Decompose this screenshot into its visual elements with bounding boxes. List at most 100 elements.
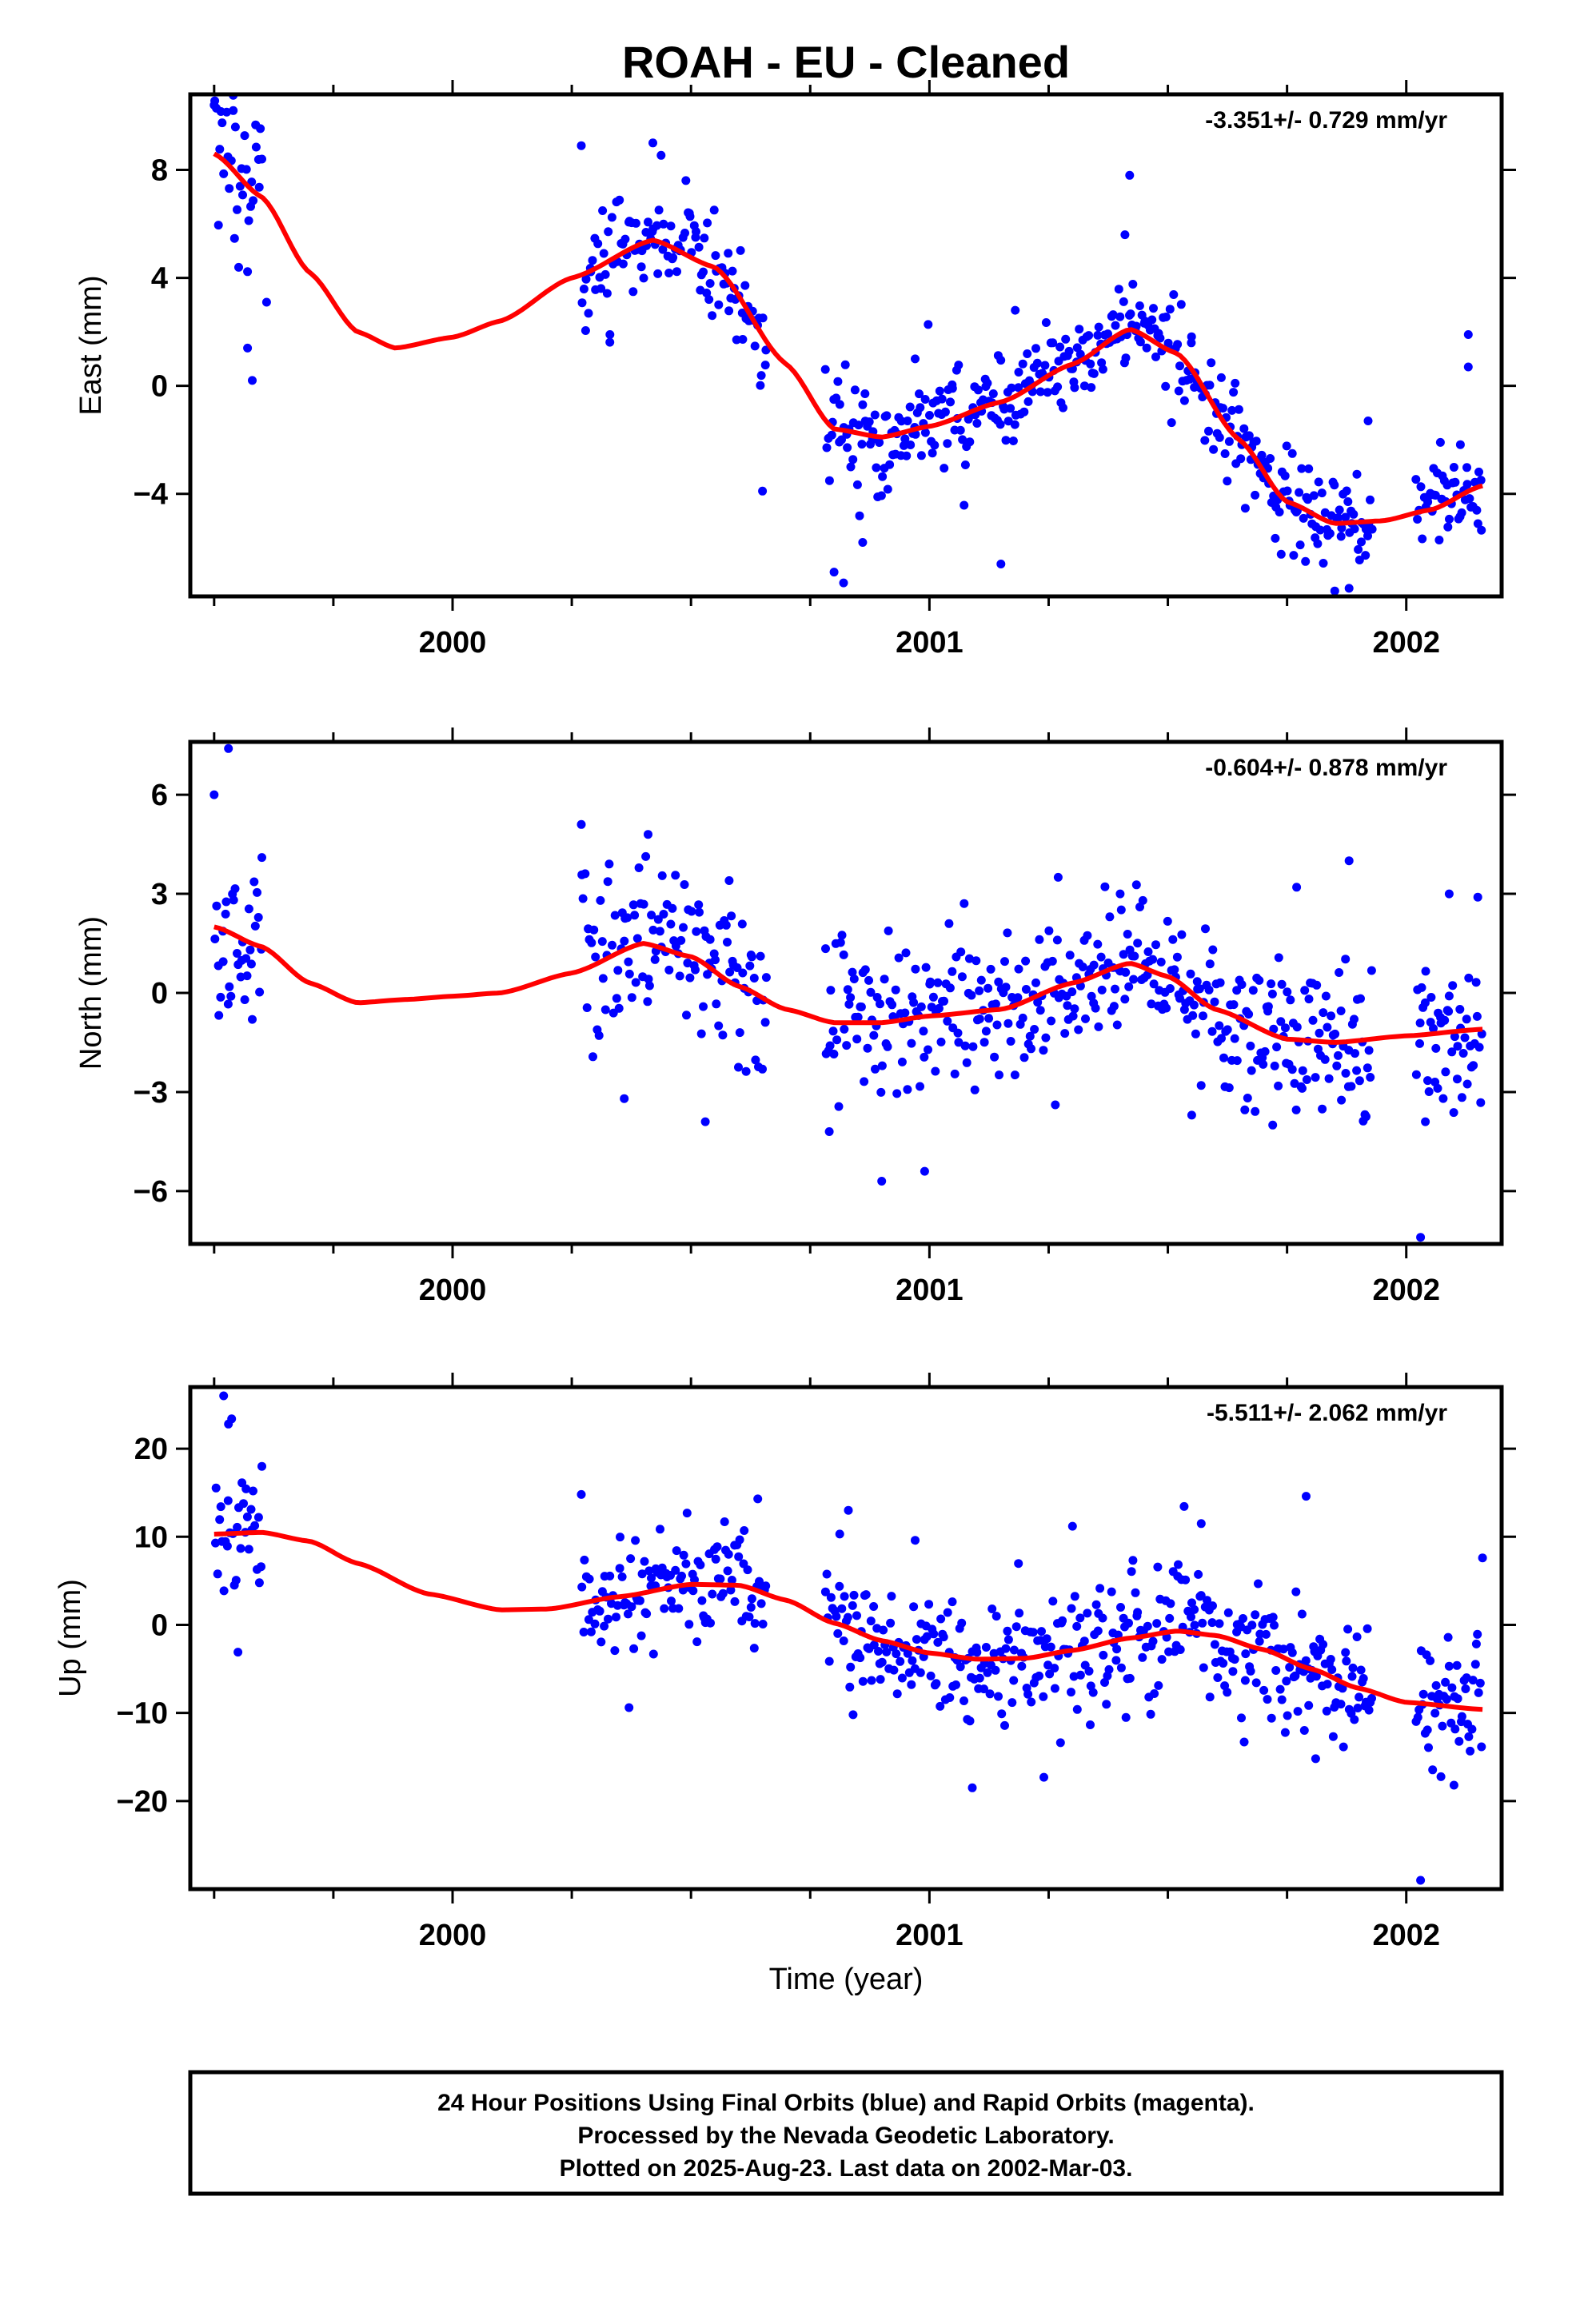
up-data-point <box>1035 1671 1043 1680</box>
north-data-point <box>940 996 948 1006</box>
north-data-point <box>1168 935 1178 944</box>
north-data-point <box>745 961 755 971</box>
up-data-point <box>674 1604 684 1613</box>
up-data-point <box>1011 1622 1021 1632</box>
north-data-point <box>981 1026 991 1036</box>
north-data-point <box>737 919 747 929</box>
north-data-point <box>1464 973 1474 983</box>
up-data-point <box>723 1566 732 1576</box>
up-data-point <box>1428 1765 1438 1775</box>
east-data-point <box>599 249 608 258</box>
up-data-point <box>720 1517 729 1526</box>
east-data-point <box>1185 374 1195 384</box>
east-data-point <box>935 386 944 396</box>
east-data-point <box>229 233 239 243</box>
east-data-point <box>1342 486 1351 496</box>
north-data-point <box>1423 1076 1432 1086</box>
east-data-point <box>1006 404 1015 413</box>
up-data-point <box>747 1594 756 1604</box>
up-data-point <box>1457 1712 1466 1721</box>
up-data-point <box>1190 1620 1199 1630</box>
east-data-point <box>1313 539 1323 548</box>
up-data-point <box>1436 1772 1446 1781</box>
up-data-point <box>968 1783 977 1792</box>
up-data-point <box>1067 1604 1076 1613</box>
up-data-point <box>1045 1669 1055 1679</box>
up-data-point <box>1461 1684 1470 1693</box>
north-data-point <box>976 975 986 985</box>
east-data-point <box>1003 417 1013 426</box>
east-data-point <box>1007 383 1016 393</box>
up-data-point <box>1046 1642 1055 1652</box>
up-data-point <box>1196 1591 1206 1600</box>
up-data-point <box>696 1561 705 1569</box>
east-data-point <box>973 385 983 395</box>
north-data-point <box>1315 1028 1324 1038</box>
up-data-point <box>706 1618 715 1628</box>
up-data-point <box>1003 1635 1013 1644</box>
east-y-tick-label: 8 <box>151 154 168 188</box>
east-data-point <box>1176 300 1186 309</box>
north-x-tick-label: 2000 <box>419 1274 487 1307</box>
up-data-point <box>1196 1519 1206 1529</box>
up-data-point <box>1009 1645 1019 1655</box>
north-data-point <box>934 1003 944 1013</box>
east-data-point <box>1059 403 1067 413</box>
north-data-point <box>1311 1073 1320 1082</box>
east-data-point <box>1315 525 1325 535</box>
north-data-point <box>1433 1083 1442 1093</box>
east-data-point <box>850 385 860 395</box>
up-data-point <box>1475 1678 1485 1688</box>
up-y-tick-label: 20 <box>134 1433 168 1466</box>
up-data-point <box>991 1612 1001 1621</box>
north-data-point <box>1133 939 1143 948</box>
up-data-point <box>1152 1619 1162 1628</box>
north-data-point <box>1270 1061 1279 1070</box>
up-data-point <box>1075 1670 1085 1680</box>
north-data-point <box>589 925 599 935</box>
up-data-point <box>1447 1683 1457 1692</box>
north-data-point <box>248 1015 257 1024</box>
east-data-point <box>628 287 638 297</box>
up-data-point <box>734 1552 744 1561</box>
north-data-point <box>1351 1049 1359 1058</box>
north-data-point <box>1078 963 1087 971</box>
north-data-point <box>1162 1003 1171 1013</box>
up-data-point <box>1246 1666 1255 1676</box>
east-fit-line <box>213 151 1483 526</box>
up-data-point <box>596 1637 606 1647</box>
up-data-point <box>1247 1620 1257 1630</box>
up-data-point <box>1203 1596 1211 1605</box>
north-data-point <box>1356 994 1365 1003</box>
east-data-point <box>588 256 597 265</box>
up-data-point <box>617 1572 627 1581</box>
north-data-point <box>666 919 676 929</box>
north-data-point <box>1187 1110 1196 1120</box>
up-data-point <box>1271 1666 1281 1675</box>
up-data-point <box>1464 1732 1474 1741</box>
east-data-point <box>728 266 737 276</box>
up-data-point <box>1336 1700 1346 1709</box>
north-data-point <box>760 1018 770 1027</box>
north-data-point <box>1327 1011 1336 1021</box>
east-data-point <box>1061 334 1071 344</box>
up-data-point <box>236 1544 245 1553</box>
up-data-point <box>249 1486 257 1496</box>
north-data-point <box>1341 1069 1351 1078</box>
up-data-point <box>1207 1618 1217 1628</box>
north-data-point <box>647 911 656 920</box>
north-data-point <box>1444 1007 1454 1016</box>
north-data-point <box>600 1005 610 1015</box>
east-data-point <box>843 443 852 452</box>
north-data-point <box>866 987 876 997</box>
up-data-point <box>1254 1579 1263 1589</box>
up-y-tick-label: 10 <box>134 1521 168 1554</box>
north-data-point <box>1415 1038 1424 1048</box>
east-data-point <box>1363 417 1373 425</box>
north-data-point <box>749 974 759 983</box>
up-data-point <box>579 1628 589 1636</box>
north-data-point <box>825 1041 835 1050</box>
north-data-point <box>1147 999 1156 1009</box>
up-data-point <box>756 1599 766 1608</box>
up-data-point <box>708 1589 717 1599</box>
